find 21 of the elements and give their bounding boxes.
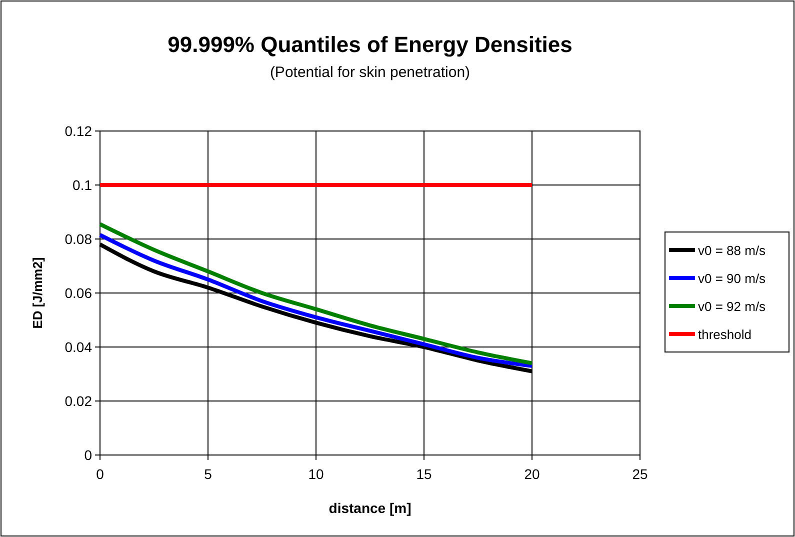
legend-label: v0 = 90 m/s: [698, 271, 766, 286]
y-axis-title: ED [J/mm2]: [30, 257, 45, 329]
chart-subtitle: (Potential for skin penetration): [270, 64, 470, 81]
y-tick-label: 0.1: [72, 177, 92, 193]
x-tick-label: 20: [524, 466, 540, 482]
x-tick-label: 0: [96, 466, 104, 482]
y-tick-label: 0.08: [64, 231, 92, 247]
legend-label: v0 = 88 m/s: [698, 243, 766, 258]
y-tick-label: 0.02: [64, 393, 92, 409]
y-tick-label: 0.12: [64, 123, 92, 139]
y-tick-label: 0.04: [64, 339, 92, 355]
legend-label: threshold: [698, 327, 752, 342]
y-tick-label: 0.06: [64, 285, 92, 301]
chart-title: 99.999% Quantiles of Energy Densities: [168, 32, 572, 57]
x-tick-label: 10: [308, 466, 324, 482]
x-tick-label: 5: [204, 466, 212, 482]
y-tick-label: 0: [84, 447, 92, 463]
x-tick-label: 25: [632, 466, 648, 482]
x-tick-label: 15: [416, 466, 432, 482]
x-axis-title: distance [m]: [328, 500, 412, 516]
legend-label: v0 = 92 m/s: [698, 299, 766, 314]
